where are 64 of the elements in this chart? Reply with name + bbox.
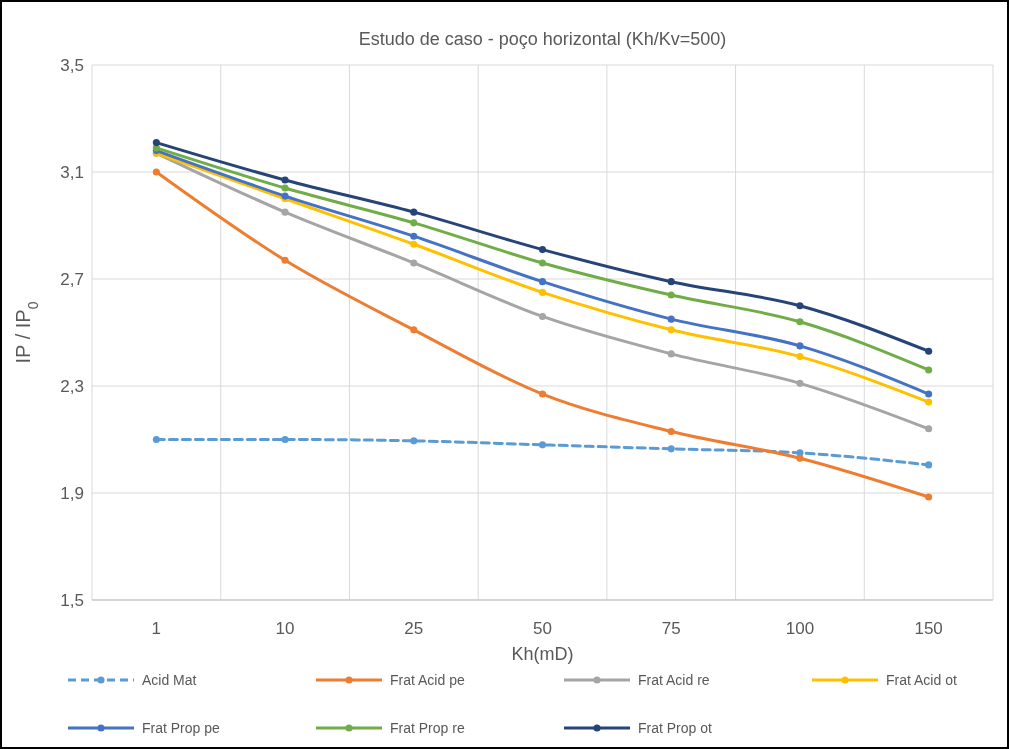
legend-label: Frat Prop re <box>390 719 465 736</box>
point <box>152 168 160 176</box>
y-tick-label: 3,1 <box>60 162 84 182</box>
point <box>796 342 804 350</box>
point <box>667 350 675 358</box>
point <box>281 176 289 184</box>
point <box>410 240 418 248</box>
point <box>538 441 547 449</box>
legend-label: Frat Acid re <box>638 671 710 688</box>
point <box>410 437 418 445</box>
legend-label: Frat Acid ot <box>886 671 957 688</box>
point <box>281 184 289 192</box>
legend-label: Frat Acid pe <box>390 671 465 688</box>
x-tick-label: 100 <box>785 619 815 638</box>
point <box>796 353 804 361</box>
x-tick-label: 75 <box>661 619 681 638</box>
y-tick-label: 1,9 <box>60 483 84 503</box>
x-tick-label: 10 <box>275 619 295 638</box>
point <box>925 461 933 469</box>
point <box>796 318 804 326</box>
point <box>410 326 418 334</box>
legend-label: Acid Mat <box>142 671 197 688</box>
point <box>410 219 418 227</box>
point <box>538 288 547 296</box>
point <box>925 347 933 355</box>
y-tick-label: 3,5 <box>60 55 84 75</box>
legend-label: Frat Prop pe <box>142 719 221 736</box>
x-axis-title: Kh(mD) <box>511 644 574 664</box>
y-tick-label: 2,7 <box>60 269 84 289</box>
point <box>796 302 804 310</box>
y-tick-label: 1,5 <box>60 590 84 610</box>
point <box>538 390 547 398</box>
point <box>538 278 547 286</box>
point <box>667 278 675 286</box>
x-tick-label: 50 <box>533 619 552 638</box>
point <box>667 326 675 334</box>
point <box>667 291 675 299</box>
point <box>281 256 289 264</box>
point <box>796 379 804 387</box>
x-tick-label: 150 <box>914 619 943 638</box>
x-tick-label: 25 <box>404 619 424 638</box>
chart-title: Estudo de caso - poço horizontal (Kh/Kv=500) <box>358 29 727 49</box>
point <box>667 315 675 323</box>
legend-label: Frat Prop ot <box>638 719 713 736</box>
point <box>410 232 418 240</box>
x-tick-label: 1 <box>151 619 162 638</box>
point <box>925 425 933 433</box>
point <box>152 435 160 444</box>
point <box>925 493 933 501</box>
point <box>796 454 804 462</box>
point <box>152 139 160 147</box>
point <box>667 427 675 436</box>
point <box>538 246 547 254</box>
point <box>281 208 289 216</box>
point <box>538 259 547 267</box>
point <box>925 398 933 406</box>
point <box>538 312 547 321</box>
point <box>925 366 933 374</box>
point <box>410 259 418 267</box>
point <box>281 435 289 444</box>
point <box>410 208 418 216</box>
point <box>925 390 933 398</box>
y-tick-label: 2,3 <box>60 376 84 396</box>
point <box>667 445 675 453</box>
